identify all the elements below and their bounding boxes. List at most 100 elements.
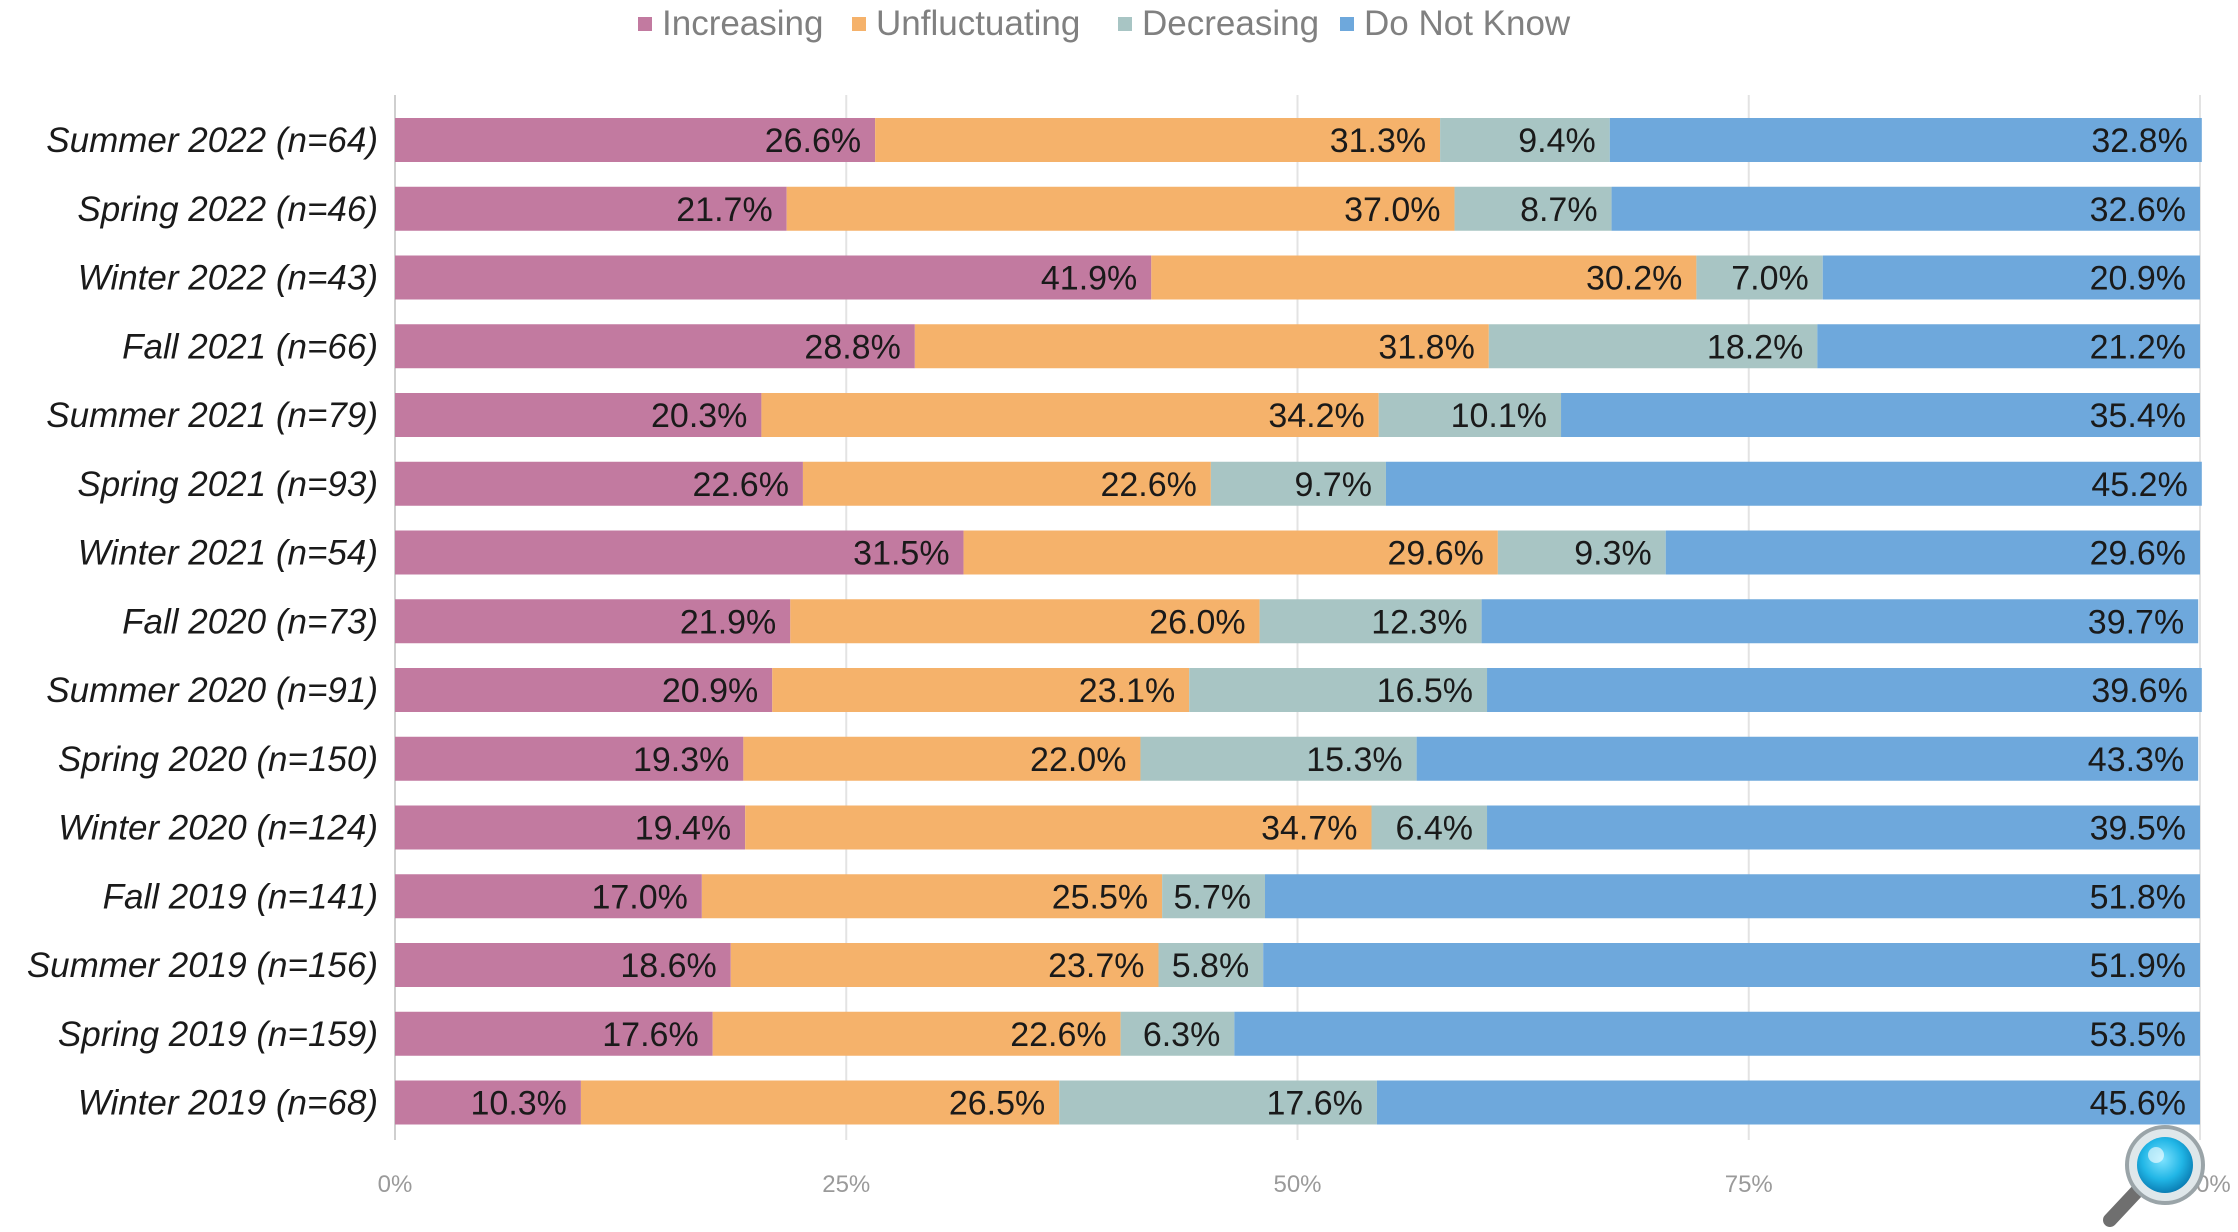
bar-segment-decreasing (1259, 599, 1482, 644)
legend-swatch (1340, 17, 1354, 31)
data-label: 12.3% (1371, 603, 1467, 641)
legend-swatch (638, 17, 652, 31)
bar-segment-unfluctuating (914, 324, 1489, 369)
bar-segment-increasing (395, 461, 803, 506)
data-label: 17.0% (591, 878, 687, 916)
bar-segment-do-not-know (1822, 255, 2200, 300)
data-label: 19.4% (635, 810, 731, 848)
legend-label: Decreasing (1142, 4, 1320, 43)
data-label: 22.6% (1010, 1016, 1106, 1054)
data-label: 10.1% (1451, 397, 1547, 435)
data-label: 29.6% (1387, 535, 1483, 573)
category-label: Fall 2019 (n=141) (103, 877, 378, 916)
category-label: Summer 2019 (n=156) (27, 946, 378, 985)
category-label: Fall 2021 (n=66) (122, 327, 378, 366)
data-label: 37.0% (1344, 191, 1440, 229)
data-label: 7.0% (1731, 260, 1809, 298)
bar-segment-increasing (395, 668, 773, 712)
data-label: 19.3% (633, 741, 729, 779)
chart-legend: Increasing Unfluctuating Decreasing Do Not … (0, 0, 2238, 50)
bar-segment-decreasing (1378, 393, 1562, 437)
bar-segment-unfluctuating (790, 599, 1260, 644)
legend-label: Increasing (662, 4, 824, 43)
bar-segment-increasing (395, 1080, 581, 1125)
legend-item: Increasing (638, 4, 823, 44)
bar-segment-decreasing (1162, 874, 1266, 919)
data-label: 21.9% (680, 603, 776, 641)
data-label: 28.8% (804, 328, 900, 366)
category-label: Fall 2020 (n=73) (122, 602, 378, 641)
data-label: 20.9% (2090, 260, 2186, 298)
data-label: 16.5% (1377, 672, 1473, 710)
data-label: 51.8% (2090, 878, 2186, 916)
data-label: 9.4% (1518, 122, 1596, 160)
data-label: 9.7% (1294, 466, 1372, 504)
bar-segment-unfluctuating (772, 668, 1190, 712)
bar-segment-do-not-know (1481, 599, 2199, 644)
bar-segment-increasing (395, 805, 746, 850)
bar-segment-unfluctuating (580, 1080, 1060, 1125)
legend-swatch (852, 17, 866, 31)
legend-swatch (1118, 17, 1132, 31)
bar-segment-increasing (395, 186, 787, 231)
data-label: 5.7% (1174, 878, 1252, 916)
data-label: 23.7% (1048, 947, 1144, 985)
x-tick-label: 75% (1725, 1171, 1773, 1198)
bar-segment-do-not-know (1561, 393, 2200, 437)
data-label: 53.5% (2090, 1016, 2186, 1054)
bar-segment-decreasing (1059, 1080, 1377, 1125)
bar-segment-increasing (395, 118, 876, 162)
bar-segment-do-not-know (1263, 943, 2200, 987)
bar-segment-unfluctuating (701, 874, 1163, 919)
data-label: 51.9% (2090, 947, 2186, 985)
data-label: 39.6% (2091, 672, 2187, 710)
data-label: 15.3% (1306, 741, 1402, 779)
bar-segment-increasing (395, 324, 915, 369)
data-label: 23.1% (1079, 672, 1175, 710)
data-label: 34.2% (1268, 397, 1364, 435)
bar-segment-unfluctuating (761, 393, 1379, 437)
bar-segment-increasing (395, 255, 1152, 300)
data-label: 32.8% (2091, 122, 2187, 160)
x-tick-label: 50% (1273, 1171, 1321, 1198)
data-label: 31.5% (853, 535, 949, 573)
data-label: 5.8% (1172, 947, 1250, 985)
bar-segment-decreasing (1120, 1011, 1235, 1056)
bar-segment-unfluctuating (802, 461, 1211, 506)
bar-segment-increasing (395, 530, 964, 575)
data-label: 22.6% (693, 466, 789, 504)
bar-segment-do-not-know (1416, 736, 2199, 781)
bar-segment-do-not-know (1265, 874, 2200, 919)
legend-item: Decreasing (1118, 4, 1319, 44)
bar-segment-do-not-know (1609, 118, 2202, 162)
category-label: Spring 2021 (n=93) (77, 465, 378, 504)
data-label: 34.7% (1261, 810, 1357, 848)
bar-segment-increasing (395, 393, 762, 437)
bar-segment-unfluctuating (1151, 255, 1697, 300)
data-label: 8.7% (1520, 191, 1598, 229)
bar-segment-decreasing (1210, 461, 1386, 506)
data-label: 9.3% (1574, 535, 1652, 573)
data-label: 17.6% (602, 1016, 698, 1054)
data-label: 22.6% (1100, 466, 1196, 504)
bar-segment-increasing (395, 943, 731, 987)
bar-segment-unfluctuating (743, 736, 1141, 781)
data-label: 26.5% (949, 1085, 1045, 1123)
category-label: Spring 2019 (n=159) (58, 1015, 378, 1054)
data-label: 26.0% (1149, 603, 1245, 641)
bar-segment-do-not-know (1234, 1011, 2200, 1056)
magnifier-icon[interactable] (2090, 1120, 2220, 1227)
bar-segment-do-not-know (1487, 668, 2202, 712)
data-label: 6.3% (1143, 1016, 1221, 1054)
bar-segment-unfluctuating (712, 1011, 1121, 1056)
legend-label: Unfluctuating (876, 4, 1081, 43)
category-label: Winter 2019 (n=68) (78, 1084, 378, 1123)
bar-segment-decreasing (1189, 668, 1488, 712)
bar-segment-decreasing (1140, 736, 1417, 781)
bar-segment-do-not-know (1376, 1080, 2200, 1125)
bar-segment-decreasing (1440, 118, 1610, 162)
data-label: 43.3% (2088, 741, 2184, 779)
category-label: Winter 2022 (n=43) (78, 259, 378, 298)
data-label: 30.2% (1586, 260, 1682, 298)
category-label: Winter 2020 (n=124) (58, 809, 378, 848)
